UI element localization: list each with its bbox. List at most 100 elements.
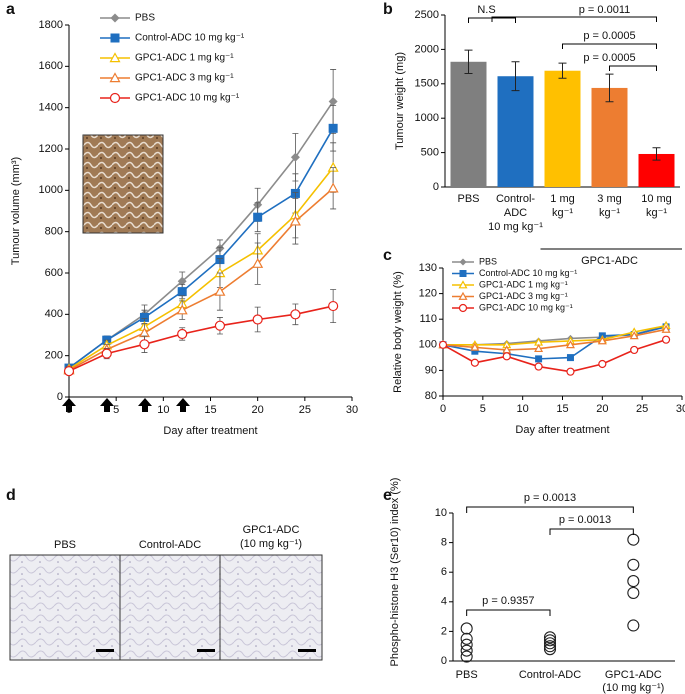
treatment-arrows: [62, 398, 190, 412]
y-tick-label: 110: [419, 313, 437, 325]
marker: [328, 96, 338, 106]
x-tick-label: 25: [636, 403, 648, 415]
image-caption: (10 mg kg⁻¹): [240, 538, 302, 550]
marker: [630, 345, 639, 355]
x-tick-label: PBS: [457, 193, 479, 205]
x-tick-label: (10 mg kg⁻¹): [602, 682, 664, 694]
y-tick-label: 80: [425, 390, 437, 402]
marker: [534, 343, 544, 353]
marker: [253, 212, 263, 222]
data-point: [627, 575, 640, 588]
data-point: [460, 644, 473, 657]
data-point: [627, 558, 640, 571]
marker: [214, 320, 226, 331]
series-line: [68, 305, 334, 372]
y-tick-label: 0: [57, 391, 63, 403]
bar: [544, 70, 581, 187]
x-tick-label: 0: [440, 403, 446, 415]
y-tick-label: 6: [441, 566, 447, 578]
marker: [470, 342, 480, 351]
marker: [327, 182, 339, 193]
marker: [458, 291, 468, 300]
marker: [177, 328, 188, 340]
x-tick-label: 30: [346, 404, 358, 416]
x-tick-label: 1 mg: [550, 193, 574, 205]
x-tick-label: 15: [556, 403, 568, 415]
marker: [63, 366, 75, 377]
bracket: [466, 609, 551, 616]
x-tick-label: 20: [252, 404, 264, 416]
y-tick-label: 90: [425, 364, 437, 376]
x-tick-label: Control-: [496, 193, 535, 205]
marker: [177, 287, 187, 297]
marker: [139, 312, 149, 322]
y-tick-label: 0: [441, 655, 447, 667]
marker: [109, 92, 121, 104]
x-tick-label: 10 mg kg⁻¹: [488, 221, 543, 233]
marker: [535, 355, 543, 363]
y-tick-label: 1500: [415, 78, 439, 90]
bracket: [562, 43, 657, 49]
marker: [109, 52, 121, 63]
legend-label: Control-ADC 10 mg kg⁻¹: [135, 33, 245, 44]
y-tick-label: 1600: [39, 60, 63, 72]
y-axis-label: Phospho-histone H3 (Ser10) index (%): [389, 478, 401, 667]
y-tick-label: 8: [441, 537, 447, 549]
annotation: p = 0.0013: [559, 514, 611, 526]
y-tick-label: 800: [45, 226, 63, 238]
annotation: p = 0.0013: [524, 492, 576, 504]
marker: [139, 339, 150, 350]
data-point: [627, 619, 640, 632]
x-tick-label: 0: [66, 404, 72, 416]
x-tick-label: PBS: [456, 669, 478, 681]
panel-label: b: [383, 1, 393, 18]
marker: [110, 13, 120, 23]
x-tick-label: 3 mg: [597, 193, 621, 205]
series-line: [68, 127, 334, 369]
image-caption: GPC1-ADC: [243, 524, 300, 536]
marker: [629, 331, 639, 340]
legend-label: GPC1-ADC 1 mg kg⁻¹: [479, 279, 568, 289]
data-point: [460, 622, 473, 635]
marker: [502, 352, 511, 361]
series-line: [442, 328, 667, 351]
data-point: [460, 632, 473, 645]
y-tick-label: 120: [419, 288, 437, 300]
y-tick-label: 1400: [39, 102, 63, 114]
group-label: GPC1-ADC: [581, 255, 638, 267]
legend-label: GPC1-ADC 3 mg kg⁻¹: [479, 291, 568, 301]
data-point: [460, 638, 473, 651]
data-point: [627, 533, 640, 546]
annotation: p = 0.0011: [579, 4, 630, 16]
marker: [470, 358, 479, 367]
y-tick-label: 130: [419, 262, 437, 274]
bracket: [609, 65, 657, 71]
y-tick-label: 2000: [415, 43, 439, 55]
series-line: [443, 324, 667, 346]
error-bar: [464, 49, 473, 74]
y-tick-label: 100: [419, 339, 437, 351]
marker: [471, 347, 479, 355]
x-tick-label: 5: [480, 403, 486, 415]
marker: [459, 270, 467, 277]
marker: [328, 123, 338, 133]
x-tick-label: 15: [204, 404, 216, 416]
x-tick-label: 5: [113, 404, 119, 416]
legend-label: PBS: [479, 256, 497, 266]
y-axis-label: Tumour volume (mm³): [10, 157, 22, 265]
x-tick-label: kg⁻¹: [646, 207, 667, 219]
bracket: [491, 16, 657, 22]
annotation: p = 0.0005: [583, 30, 635, 42]
annotation: p = 0.9357: [482, 595, 534, 607]
inset-image: [82, 134, 164, 234]
series-line: [442, 338, 667, 373]
legend-label: GPC1-ADC 3 mg kg⁻¹: [135, 73, 234, 84]
error-bar: [652, 147, 661, 161]
marker: [101, 348, 112, 359]
histology-images: [9, 554, 323, 661]
marker: [328, 300, 339, 312]
bracket: [466, 506, 634, 513]
y-tick-label: 0: [433, 181, 439, 193]
marker: [214, 285, 226, 296]
